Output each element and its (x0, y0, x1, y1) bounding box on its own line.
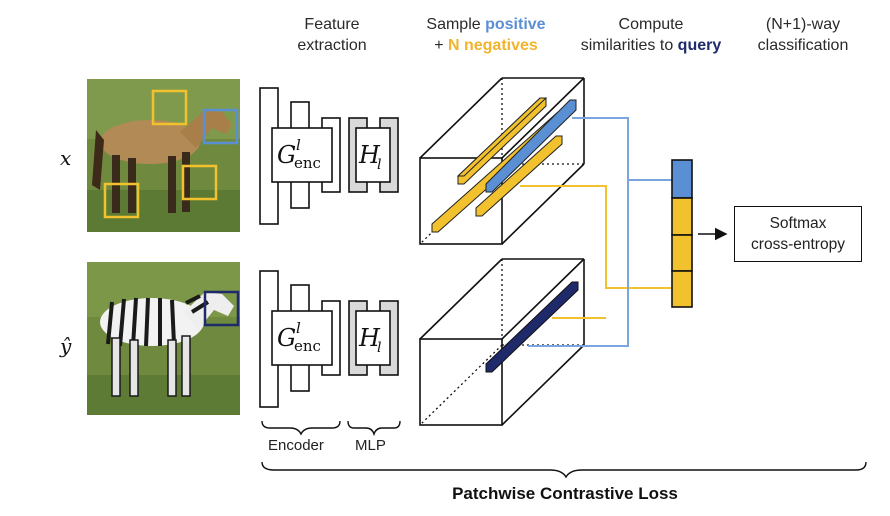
header-compute: Compute similarities to query (568, 14, 734, 56)
encoder-top (259, 87, 341, 225)
query-connector (528, 180, 629, 347)
header-nway-line1: (N+1)-way (765, 16, 841, 33)
encoder-symbol-top: G (277, 141, 296, 169)
input-x-label: x (60, 146, 72, 170)
header-nway-line2: classification (757, 37, 849, 54)
mlp-bottom (348, 300, 399, 376)
mlp-symbol-bottom: H (358, 324, 381, 352)
negative-patch-2 (181, 164, 218, 201)
negative-connector (520, 185, 672, 319)
mlp-top (348, 117, 399, 193)
encoder-symbol-bottom: G (277, 324, 296, 352)
header-feature-extraction: Feature extraction (282, 14, 382, 56)
header-feature-line2: extraction (297, 37, 367, 54)
encoder-sub-top: enc (294, 154, 321, 172)
negative-patch-1 (151, 89, 188, 126)
horse-image (87, 79, 240, 232)
feature-cube-bottom (419, 258, 585, 426)
header-positive-word: positive (485, 16, 546, 33)
encoder-brace (261, 420, 341, 436)
encoder-sub-bottom: enc (294, 337, 321, 355)
header-sample-word: Sample (426, 16, 481, 33)
encoder-sup-top: l (296, 136, 301, 154)
positive-connector (572, 117, 672, 181)
header-feature-line1: Feature (304, 16, 360, 33)
logit-vector (671, 159, 693, 308)
input-y-label: ŷ (60, 334, 72, 358)
softmax-line2: cross-entropy (751, 236, 845, 253)
header-compute-line1: Compute (618, 16, 684, 33)
softmax-box: Softmax cross-entropy (734, 206, 862, 262)
header-sample: Sample positive + N negatives (405, 14, 567, 56)
loss-brace (261, 461, 867, 479)
header-classification: (N+1)-way classification (744, 14, 862, 56)
header-negatives-word: N negatives (447, 37, 538, 54)
negative-patch-3 (103, 182, 140, 219)
mlp-label: MLP (355, 437, 386, 454)
encoder-bottom (259, 270, 341, 408)
footer-title: Patchwise Contrastive Loss (452, 484, 678, 503)
mlp-symbol-top: H (358, 141, 381, 169)
header-plus: + (434, 37, 444, 54)
query-patch (203, 290, 240, 327)
encoder-label: Encoder (268, 437, 324, 454)
zebra-image (87, 262, 240, 415)
mlp-brace (347, 420, 401, 437)
mlp-sub-top: l (377, 157, 381, 173)
encoder-sup-bottom: l (296, 319, 301, 337)
positive-patch (202, 108, 239, 145)
softmax-line1: Softmax (769, 215, 827, 232)
query-feature-bar (485, 281, 579, 373)
mlp-sub-bottom: l (377, 340, 381, 356)
header-query-word: query (677, 37, 722, 54)
positive-feature-bar (485, 99, 577, 193)
header-compute-prefix: similarities to (580, 37, 674, 54)
